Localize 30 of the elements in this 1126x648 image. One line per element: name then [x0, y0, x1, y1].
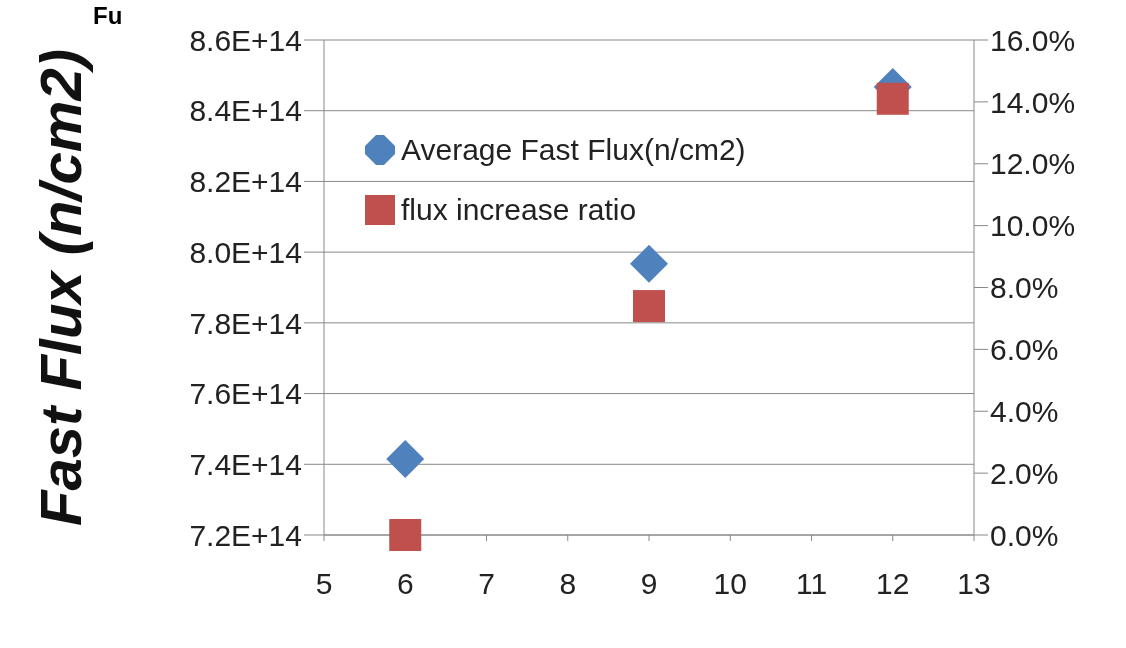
y2-tick-label: 4.0%: [990, 394, 1059, 428]
x-tick-label: 7: [478, 567, 495, 601]
x-tick-label: 11: [795, 567, 828, 601]
y-tick-label: 8.4E+14: [189, 94, 302, 128]
y2-tick-label: 6.0%: [990, 333, 1059, 367]
x-tick-label: 8: [559, 567, 577, 601]
y-tick-label: 7.2E+14: [189, 518, 302, 552]
x-tick-label: 5: [315, 567, 333, 601]
y2-tick-label: 14.0%: [990, 85, 1076, 119]
x-tick-label: 12: [876, 567, 910, 601]
text: Fu: [93, 2, 123, 30]
x-tick-label: 10: [713, 567, 747, 601]
x-tick-label: 9: [640, 567, 658, 601]
y-tick-label: 7.8E+14: [189, 306, 302, 340]
y2-tick-label: 12.0%: [990, 147, 1076, 181]
x-tick-label: 6: [396, 567, 414, 601]
y-axis-title: Fast Flux (n/cm2): [27, 49, 93, 526]
y2-tick-label: 2.0%: [990, 456, 1059, 490]
legend-label: flux increase ratio: [401, 192, 637, 228]
x-tick-label: 13: [957, 567, 991, 601]
y2-tick-label: 16.0%: [990, 23, 1076, 57]
y-tick-label: 7.4E+14: [189, 447, 302, 481]
y-tick-label: 8.6E+14: [189, 23, 302, 57]
y2-tick-label: 10.0%: [990, 209, 1076, 243]
y-tick-label: 7.6E+14: [189, 377, 302, 411]
y-tick-label: 8.2E+14: [189, 165, 302, 199]
y2-tick-label: 0.0%: [990, 518, 1059, 552]
y2-tick-label: 8.0%: [990, 271, 1059, 305]
y-tick-label: 8.0E+14: [189, 235, 302, 269]
legend-label: Average Fast Flux(n/cm2): [401, 132, 746, 168]
